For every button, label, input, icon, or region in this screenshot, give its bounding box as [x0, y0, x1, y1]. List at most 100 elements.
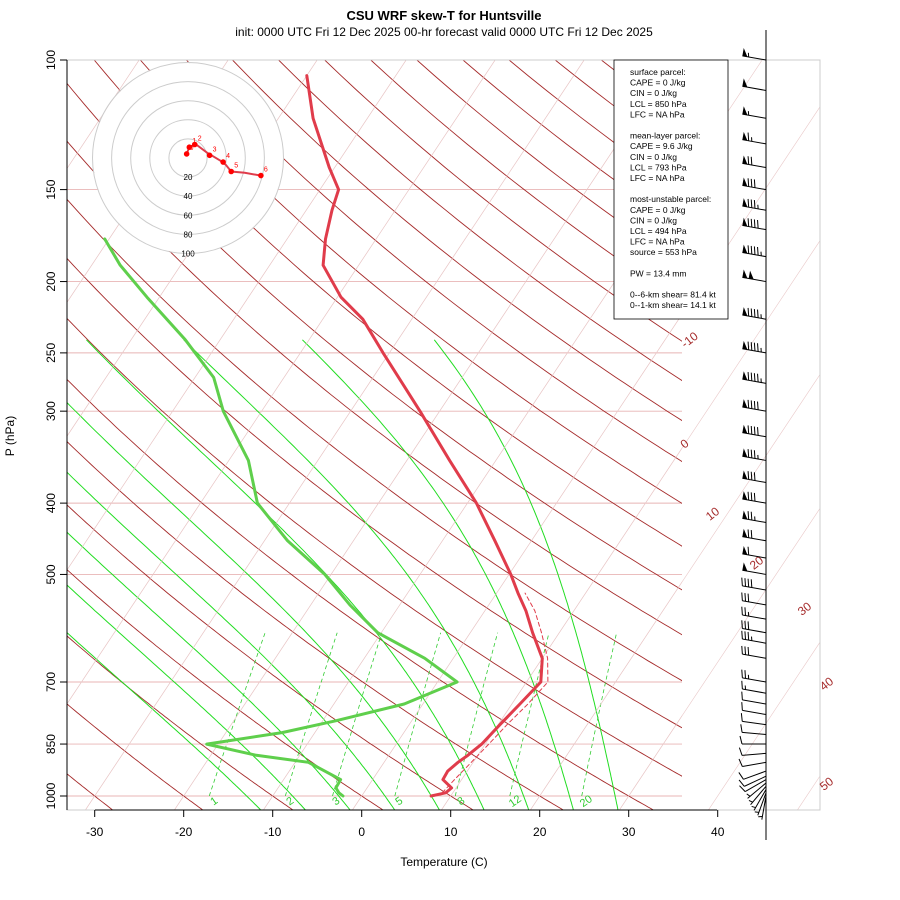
chart-subtitle: init: 0000 UTC Fri 12 Dec 2025 00-hr for…	[235, 25, 653, 39]
isotherm-extension	[441, 240, 820, 810]
barb-pennant	[742, 510, 748, 520]
barb-flag	[747, 307, 750, 317]
barb-flag	[747, 646, 750, 656]
hodograph-ring-label: 60	[184, 211, 193, 220]
moist-adiabat	[433, 339, 619, 810]
barb-flag	[750, 245, 753, 255]
hodograph-point	[258, 172, 264, 179]
barb-flag	[744, 593, 747, 602]
wind-barb	[742, 340, 767, 354]
mixing-ratio-label: 2	[284, 795, 296, 808]
isotherm-extension	[85, 60, 585, 810]
barb-staff	[743, 770, 767, 780]
barb-staff	[742, 761, 767, 767]
mixing-ratio-label: 20	[578, 793, 595, 810]
y-tick-label: 250	[44, 343, 58, 363]
barb-flag	[747, 621, 750, 630]
isotherm-extension	[352, 106, 820, 810]
barb-pennant	[742, 562, 748, 572]
barb-flag	[747, 491, 750, 501]
stats-line: surface parcel:	[630, 67, 686, 77]
barb-staff	[761, 795, 767, 820]
barb-staff	[742, 699, 767, 705]
wind-barb	[741, 592, 767, 606]
barb-flag	[753, 472, 756, 481]
y-tick-label: 200	[44, 271, 58, 291]
barb-flag	[750, 579, 753, 588]
barb-flag	[753, 450, 756, 459]
barb-staff	[742, 455, 767, 461]
barb-staff	[742, 709, 767, 716]
barb-staff	[742, 432, 767, 438]
barb-flag	[747, 399, 750, 409]
x-tick-label: 10	[444, 825, 458, 839]
stats-line: CAPE = 0 J/kg	[630, 78, 686, 88]
barb-flag	[750, 199, 753, 208]
x-tick-label: 30	[622, 825, 636, 839]
dry-adiabat	[67, 82, 682, 591]
stats-line: CAPE = 0 J/kg	[630, 205, 686, 215]
wind-barb	[742, 562, 767, 575]
barb-flag	[744, 646, 747, 655]
stats-line: LCL = 850 hPa	[630, 99, 687, 109]
stats-line: CIN = 0 J/kg	[630, 152, 677, 162]
profiles	[103, 74, 549, 798]
isotherm-extension	[619, 507, 820, 810]
wind-barb	[742, 424, 767, 438]
barb-staff	[742, 628, 767, 634]
barb-flag	[750, 308, 753, 317]
mixing-ratio-line	[581, 632, 617, 797]
barb-flag	[744, 670, 747, 679]
barb-flag	[747, 198, 750, 208]
barb-pennant	[742, 198, 748, 207]
barb-flag	[738, 758, 743, 767]
mixing-ratio-line	[284, 632, 338, 797]
barb-staff	[750, 785, 767, 805]
barb-flag	[747, 425, 750, 434]
wind-barb	[742, 307, 767, 320]
barb-pennant	[742, 340, 748, 350]
mixing-ratio-label: 12	[507, 793, 524, 810]
barb-flag	[750, 400, 753, 409]
barb-flag	[741, 645, 743, 655]
stats-line: 0--6-km shear= 81.4 kt	[630, 290, 716, 300]
hodograph-point-label: 3	[213, 146, 217, 153]
y-tick-label: 700	[44, 672, 58, 692]
wind-barb	[742, 177, 767, 191]
moist-adiabat	[67, 531, 351, 810]
wind-barb	[742, 491, 767, 504]
barb-staff	[742, 638, 767, 644]
y-tick-label: 850	[44, 734, 58, 754]
hodograph-ring	[149, 119, 227, 197]
barb-pennant	[742, 47, 748, 57]
mixing-ratio-label: 3	[330, 795, 342, 808]
wind-barb	[742, 528, 767, 542]
barb-staff	[742, 731, 767, 736]
hodograph-ring	[130, 100, 246, 216]
wind-barb	[742, 448, 767, 461]
barb-flag	[744, 620, 747, 630]
wind-barb	[741, 680, 767, 694]
barb-staff	[744, 775, 767, 787]
wind-barb	[741, 702, 767, 716]
barb-staff	[742, 653, 767, 659]
barb-flag	[757, 309, 759, 318]
moist-adiabat	[67, 401, 441, 810]
y-tick-label: 300	[44, 401, 58, 421]
barb-flag	[741, 577, 743, 586]
barb-flag	[741, 630, 743, 640]
y-tick-label: 1000	[44, 782, 58, 809]
barb-pennant	[742, 155, 748, 165]
barb-flag	[753, 309, 756, 318]
barb-flag	[744, 631, 747, 640]
moist-adiabat	[183, 339, 530, 810]
barb-staff	[742, 600, 767, 606]
barb-staff	[742, 251, 767, 258]
wind-barb	[741, 606, 767, 620]
barb-flag	[757, 343, 759, 352]
y-tick-label: 500	[44, 564, 58, 584]
barb-flag	[741, 702, 743, 711]
barb-flag	[741, 691, 743, 700]
hodograph: 204060801000123456	[92, 62, 284, 259]
